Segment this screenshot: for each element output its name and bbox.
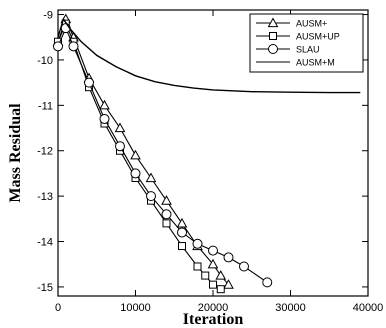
data-point-slau (68, 41, 79, 52)
data-point-slau (84, 77, 94, 88)
data-point-ausm-up (201, 271, 210, 280)
data-point-slau (192, 238, 203, 249)
series-line-ausm-m (57, 17, 361, 94)
data-point-slau (53, 41, 63, 52)
data-point-ausm- (215, 270, 227, 280)
legend-marker-slau (268, 44, 278, 54)
x-tick-label: 10000 (120, 302, 151, 314)
y-tick-label: -14 (37, 237, 53, 249)
y-tick-label: -13 (37, 191, 53, 203)
data-point-slau (223, 252, 234, 263)
legend-label-slau: SLAU (296, 45, 320, 55)
data-point-slau (115, 141, 125, 152)
data-point-ausm- (145, 172, 157, 183)
y-tick-label: -15 (37, 282, 53, 294)
data-point-slau (99, 113, 110, 124)
y-tick-label: -9 (43, 10, 53, 22)
data-point-slau (130, 168, 141, 179)
x-axis-title: Iteration (183, 311, 244, 328)
series-layer (52, 13, 361, 294)
y-axis-title: Mass Residual (7, 103, 24, 203)
data-point-ausm- (99, 99, 110, 110)
data-point-slau (177, 227, 187, 238)
data-point-ausm-up (178, 242, 186, 251)
data-point-ausm-up (209, 280, 217, 289)
legend-marker-ausm-up (269, 32, 277, 40)
legend-entries: AUSM+ AUSM+UP SLAU AUSM+M (256, 17, 340, 68)
data-point-slau (262, 277, 273, 288)
data-point-ausm- (223, 279, 234, 289)
data-point-ausm-up (162, 219, 171, 228)
data-point-slau (239, 261, 249, 272)
data-point-ausm-up (193, 262, 202, 271)
legend-marker-ausm- (267, 17, 279, 28)
y-tick-label: -11 (38, 100, 53, 112)
tick-layer: 0 10000 20000 30000 40000 -9 -10 -11 -12 -13 -14 -1… (37, 10, 383, 314)
data-point-slau (208, 245, 218, 256)
data-point-ausm- (161, 195, 172, 205)
y-tick-label: -12 (37, 146, 53, 158)
data-point-ausm- (114, 122, 126, 133)
x-tick-label: 20000 (198, 302, 229, 314)
data-point-ausm-up (216, 285, 225, 294)
legend: AUSM+ AUSM+UP SLAU AUSM+M (249, 13, 364, 73)
data-point-ausm- (207, 258, 219, 269)
legend-label-ausm-: AUSM+ (296, 19, 327, 29)
legend-label-ausm-m: AUSM+M (296, 58, 335, 68)
x-tick-label: 0 (55, 302, 61, 314)
data-point-slau (161, 209, 172, 220)
y-tick-label: -10 (37, 55, 53, 67)
data-point-ausm- (130, 149, 141, 160)
data-point-ausm- (176, 217, 188, 228)
x-tick-label: 30000 (275, 302, 306, 314)
data-point-slau (146, 191, 156, 202)
x-tick-label: 40000 (353, 302, 384, 314)
legend-label-ausm-up: AUSM+UP (296, 32, 340, 42)
